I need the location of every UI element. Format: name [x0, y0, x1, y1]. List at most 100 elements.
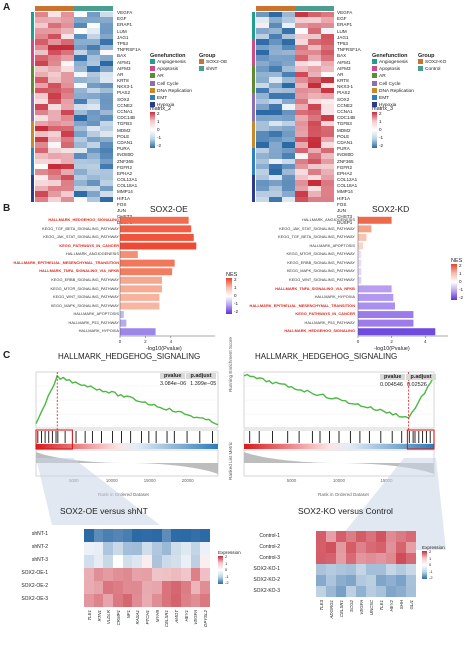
heatmap-cell — [386, 542, 396, 553]
heatmap-cell — [100, 163, 113, 170]
heatmap-cell — [366, 575, 376, 586]
heatmap-cell — [100, 185, 113, 192]
heatmap-cell — [269, 22, 282, 29]
heatmap-cell — [48, 153, 61, 159]
heatmap-cell — [103, 555, 114, 568]
heatmap-cell — [122, 568, 133, 581]
heatmap-cell — [122, 529, 133, 542]
heatmap-cell — [48, 115, 61, 121]
heatmap-col-label: RASA1 — [135, 610, 141, 625]
heatmap-cell — [100, 22, 113, 29]
heatmap-cell — [74, 66, 87, 72]
function-strip-segment — [252, 66, 255, 94]
heatmap-cell — [61, 17, 74, 23]
heatmap-cell — [180, 542, 191, 555]
heatmap-cell — [256, 82, 269, 88]
x-tick-label: 5000 — [287, 478, 297, 483]
heatmap-cell — [48, 191, 61, 197]
heatmap-cell — [74, 55, 87, 61]
heatmap-cell — [61, 115, 74, 121]
heatmap-cell — [48, 169, 61, 175]
heatmap-cell — [282, 71, 295, 78]
gsea-left-stats: pvalue p.adjust 3.084e−06 1.399e−05 — [160, 373, 216, 387]
pathway-label: KEGG_TGF_BETA_SIGNALING_PATHWAY — [42, 225, 119, 231]
heatmap-cell — [74, 33, 87, 40]
heatmap-cell — [74, 109, 87, 116]
gene-label: BAX — [337, 53, 347, 59]
heatmap-cell — [74, 17, 87, 23]
heatmap-cell — [295, 125, 308, 132]
gene-label: KRT8 — [117, 78, 129, 84]
gene-label: TP53 — [117, 40, 128, 46]
heatmap-cell — [326, 564, 336, 575]
heatmap-cell — [151, 555, 162, 568]
heatmap-cell — [321, 136, 334, 143]
heatmap-cell — [87, 17, 100, 23]
heatmap-row-label: shNT-3 — [31, 557, 48, 563]
gene-label: PIAS2 — [117, 90, 131, 96]
heatmap-cell — [295, 158, 308, 164]
heatmap-cell — [282, 104, 295, 110]
group-legend-title: Group — [199, 53, 216, 59]
gene-label: EPHA2 — [337, 170, 353, 176]
rank-gradient-bar — [244, 444, 434, 449]
scale-tick: 0 — [234, 292, 237, 298]
heatmap-col-label: DPYSL2 — [203, 610, 209, 627]
heatmap-cell — [87, 185, 100, 192]
heatmap-cell — [35, 174, 48, 181]
panel-label-a: A — [3, 2, 11, 13]
pathway-label: KEGG_MTOR_SIGNALING_PATHWAY — [286, 251, 355, 257]
heatmap-cell — [100, 87, 113, 94]
heatmap-cell — [321, 71, 334, 78]
heatmap-cell — [396, 531, 406, 542]
heatmap-cell — [48, 17, 61, 23]
heatmap-cell — [366, 531, 376, 542]
matrix-title: matrix_3 — [372, 106, 394, 112]
heatmap-cell — [321, 120, 334, 126]
heatmap-cell — [308, 44, 321, 50]
heatmap-cell — [74, 136, 87, 143]
gene-label: AIFM1 — [337, 59, 351, 65]
heatmap-cell — [48, 82, 61, 88]
heatmap-cell — [61, 66, 74, 72]
pathway-bar — [120, 233, 194, 241]
heatmap-cell — [396, 553, 406, 564]
heatmap-cell — [308, 104, 321, 110]
x-tick-label: 4 — [424, 339, 427, 344]
heatmap-cell — [356, 531, 366, 542]
gene-label: JUN — [337, 208, 346, 213]
heatmap-cell — [161, 581, 172, 594]
pathway-label: KEGG_ERBB_SIGNALING_PATHWAY — [287, 259, 355, 265]
heatmap-cell — [190, 568, 201, 581]
function-strip-segment — [252, 120, 255, 148]
panel-b-left-bar-chart: 0 2 4 — [119, 216, 215, 344]
heatmap-cell — [406, 542, 416, 553]
gsea-left-title: HALLMARK_HEDGEHOG_SIGNALING — [58, 352, 201, 361]
heatmap-cell — [84, 581, 94, 594]
heatmap-cell — [376, 564, 386, 575]
pathway-bar — [120, 311, 124, 319]
heatmap-cell — [35, 49, 48, 56]
scale-tick: 1 — [379, 118, 382, 124]
heatmap-cell — [100, 158, 113, 164]
heatmap-cell — [256, 87, 269, 94]
heatmap-cell — [35, 120, 48, 126]
heatmap-cell — [61, 131, 74, 137]
gene-label: POLE — [337, 133, 350, 139]
heatmap-cell — [308, 39, 321, 45]
heat-left-grid — [84, 529, 210, 607]
heatmap-col-label: MYH9 — [154, 610, 160, 623]
heatmap-cell — [87, 196, 100, 202]
heatmap-cell — [35, 109, 48, 116]
scale-tick: -1 — [379, 134, 384, 140]
heatmap-cell — [396, 586, 406, 597]
heatmap-cell — [48, 163, 61, 170]
heatmap-row-label: Control-2 — [259, 544, 280, 550]
heatmap-cell — [256, 163, 269, 170]
heatmap-cell — [142, 594, 152, 607]
genefunction-legend-item: Hypoxia — [157, 102, 175, 108]
pathway-bar — [120, 276, 162, 284]
matrix-title: matrix_2 — [150, 106, 172, 112]
heatmap-cell — [171, 568, 181, 581]
pathway-label: KEGG_PATHWAYS_IN_CANCER — [59, 242, 119, 248]
